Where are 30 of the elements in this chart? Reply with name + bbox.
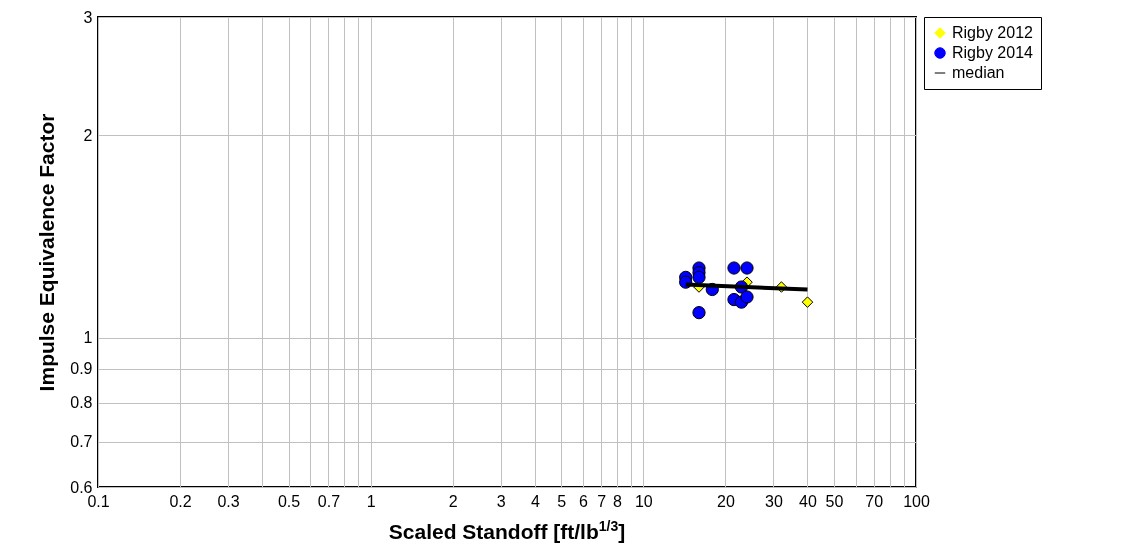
x-tick-label: 30 [765,492,783,510]
legend-label: median [952,64,1005,81]
x-tick-label: 0.3 [217,492,240,510]
x-tick-label: 2 [448,492,458,510]
legend-label: Rigby 2014 [952,44,1034,61]
x-axis-title: Scaled Standoff [ft/lb$^{1/3}$] [387,518,627,544]
x-tick-label: 40 [799,492,817,510]
x-tick-label: 8 [612,492,622,510]
x-tick-label: 10 [634,492,653,510]
y-tick-label: 3 [83,8,93,26]
y-tick-label: 0.8 [70,394,93,412]
x-tick-label: 0.2 [169,492,192,510]
x-tick-label: 6 [578,492,588,510]
x-tick-label: 5 [557,492,567,510]
x-tick-label: 20 [717,492,735,510]
x-tick-label: 1 [366,492,376,510]
y-tick-label: 0.9 [70,360,93,378]
x-tick-label: 7 [597,492,607,510]
x-tick-label: 70 [865,492,884,510]
y-tick-label: 0.7 [70,433,93,451]
x-tick-label: 0.7 [317,492,341,510]
x-tick-label: 100 [903,492,930,510]
x-tick-label: 50 [825,492,844,510]
y-axis-title: Impulse Equivalence Factor [35,113,59,392]
x-tick-label: 3 [496,492,506,510]
y-tick-label: 1 [83,329,93,347]
x-tick-label: 4 [530,492,540,510]
x-tick-label: 0.5 [277,492,301,510]
y-tick-label: 2 [83,126,93,144]
legend-label: Rigby 2012 [952,24,1034,41]
